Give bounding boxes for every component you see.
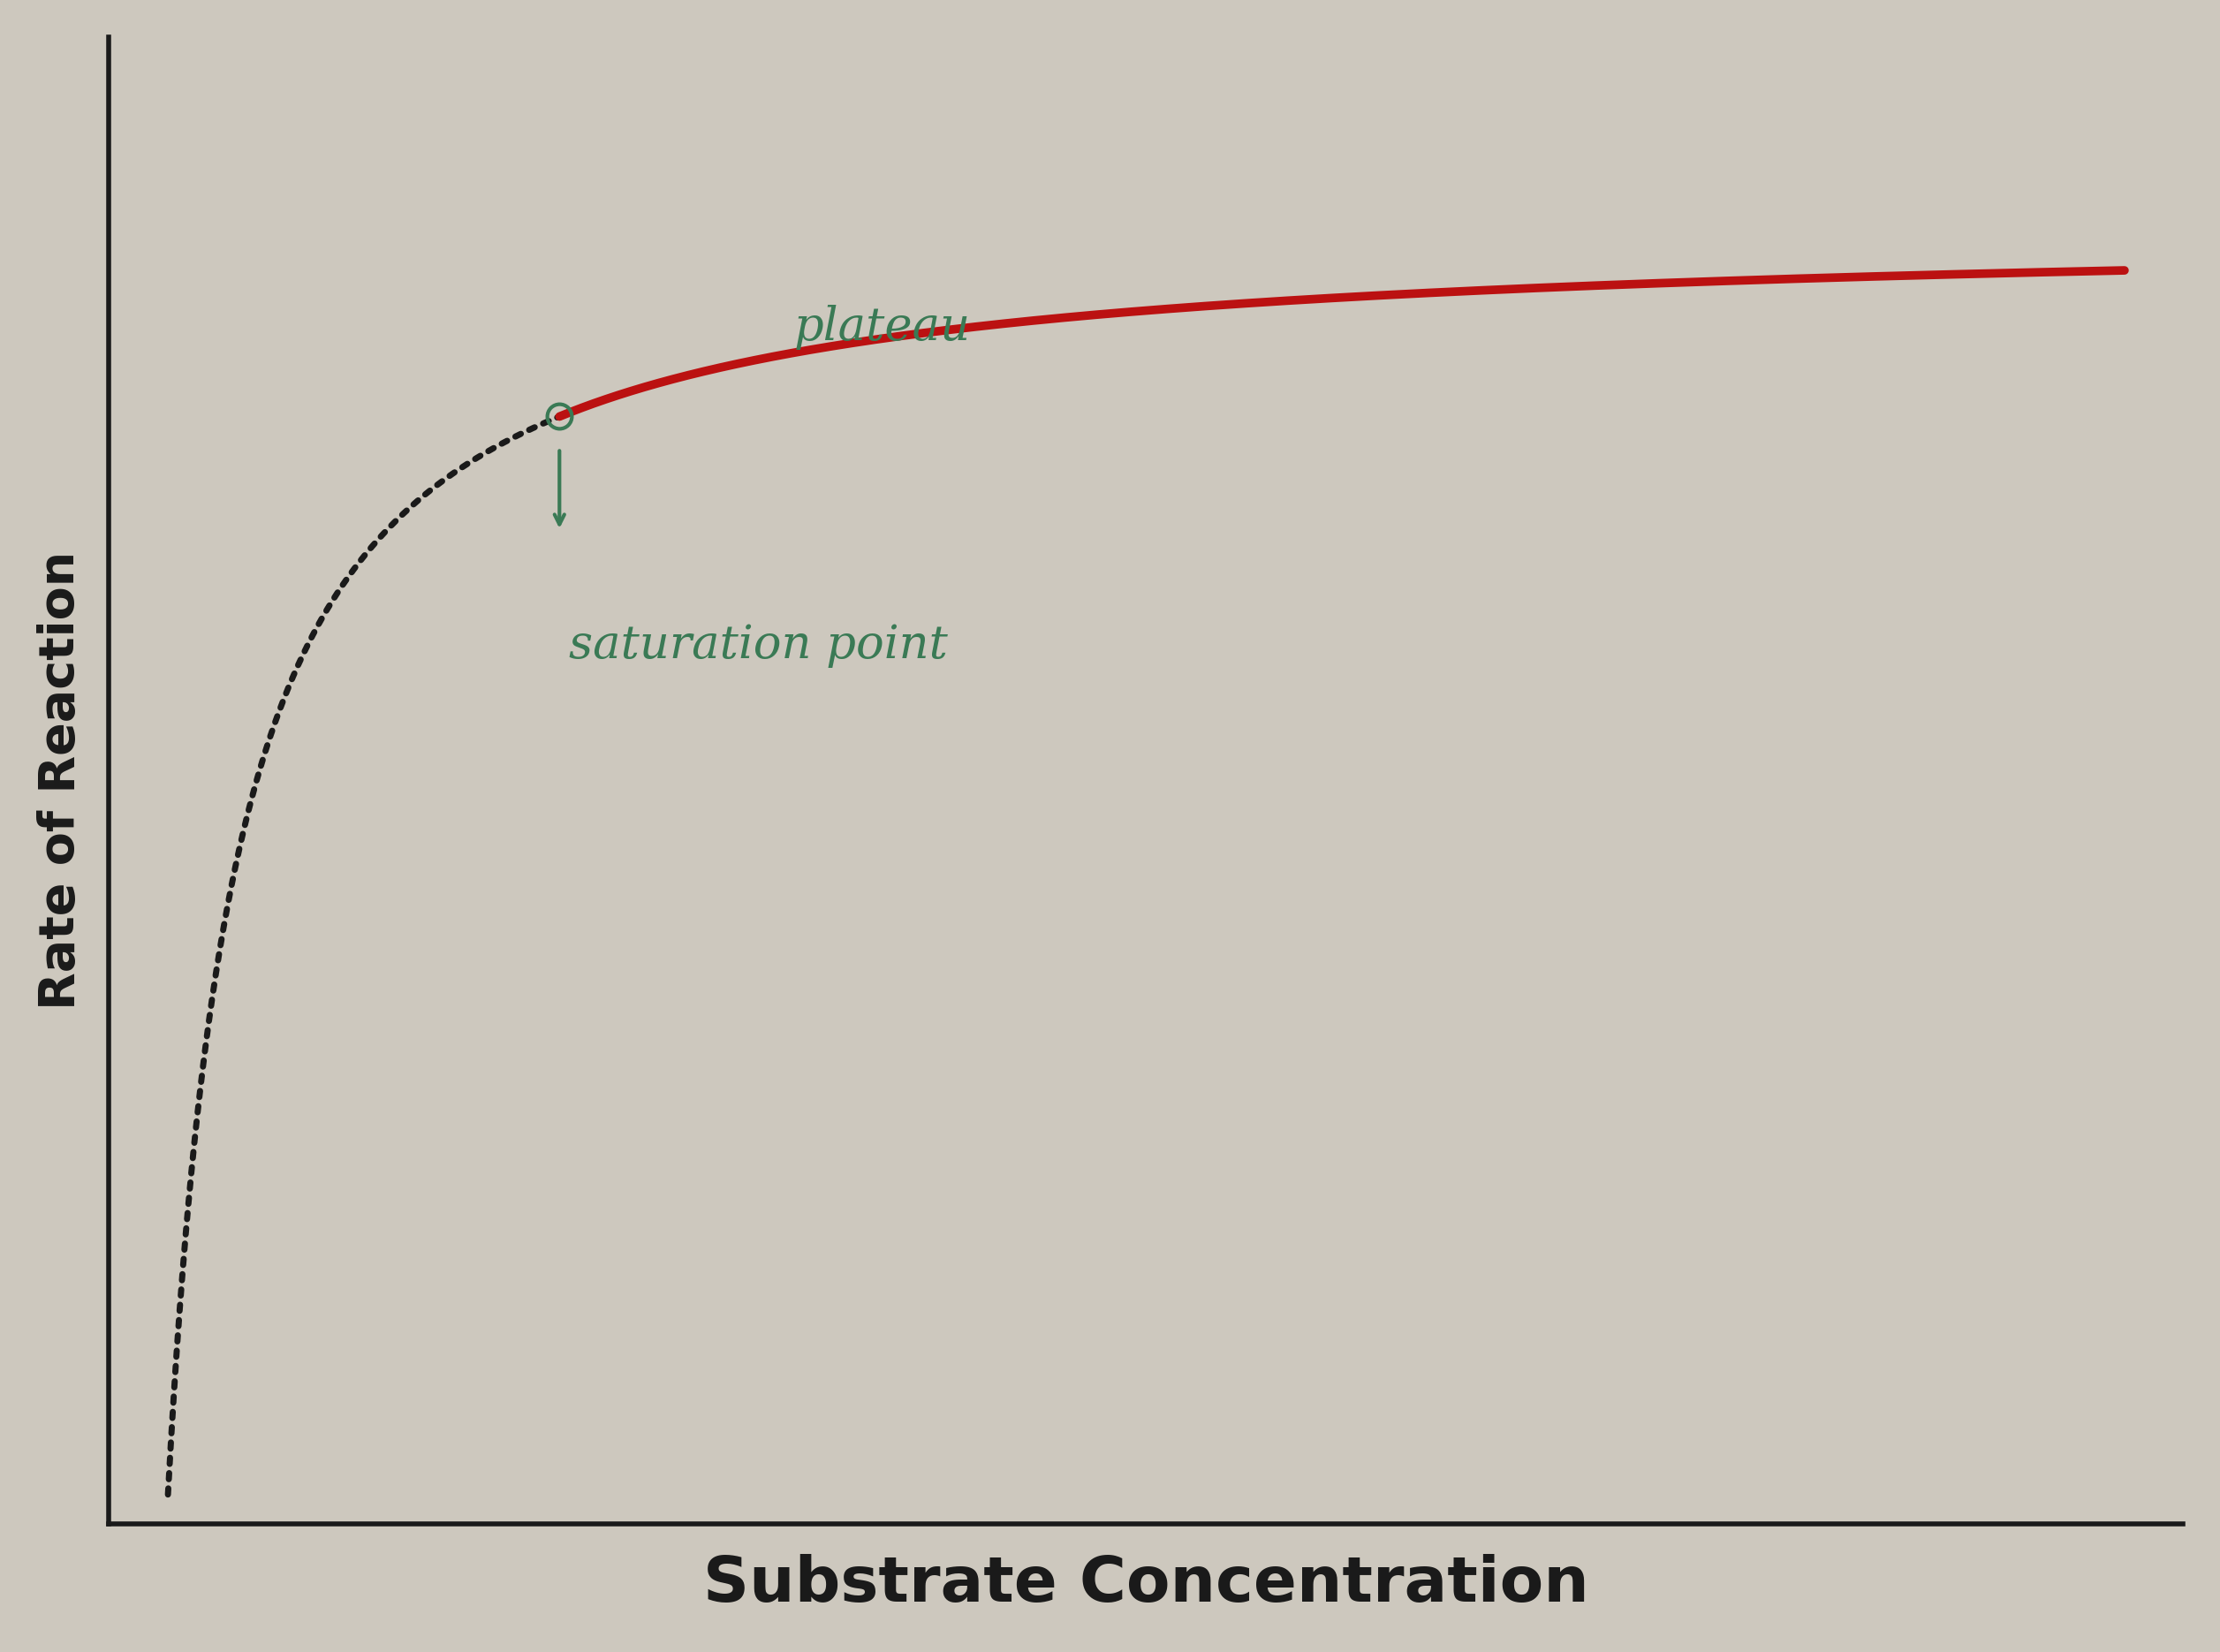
Text: saturation point: saturation point bbox=[568, 623, 948, 667]
Text: plateau: plateau bbox=[795, 306, 970, 350]
X-axis label: Substrate Concentration: Substrate Concentration bbox=[704, 1555, 1590, 1616]
Y-axis label: Rate of Reaction: Rate of Reaction bbox=[38, 550, 84, 1009]
